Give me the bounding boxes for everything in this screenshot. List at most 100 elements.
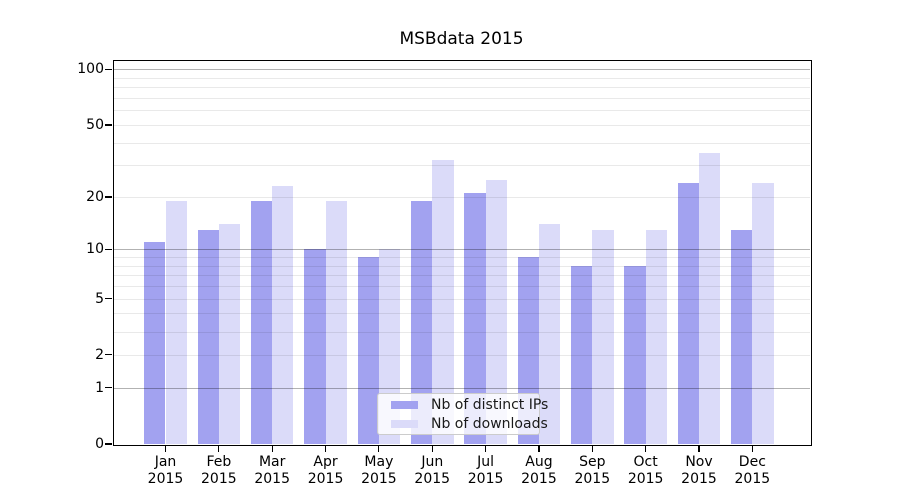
legend-label-downloads: Nb of downloads — [431, 415, 548, 432]
bar-oct-distinct-ips — [624, 265, 646, 444]
x-tick-label: Oct 2015 — [614, 454, 678, 488]
y-tick-mark — [105, 297, 112, 300]
gridline-minor — [113, 265, 810, 267]
x-tick-label-year: 2015 — [307, 471, 344, 487]
x-tick-label-year: 2015 — [681, 471, 717, 487]
bar-may-distinct-ips — [357, 257, 379, 444]
x-tick-label-month: Feb — [206, 454, 232, 470]
x-tick-label-year: 2015 — [467, 471, 504, 487]
gridline-minor — [113, 110, 810, 112]
x-tick-label: Nov 2015 — [667, 454, 731, 488]
gridline-minor — [113, 165, 810, 167]
bar-jul-downloads — [485, 179, 507, 444]
bar-mar-downloads — [272, 186, 294, 444]
y-tick-label: 10 — [86, 241, 104, 258]
x-tick-mark — [538, 445, 540, 452]
x-tick-label-month: Nov — [685, 454, 713, 470]
gridline-minor — [113, 257, 810, 259]
y-tick-label: 2 — [95, 346, 104, 363]
bar-sep-distinct-ips — [571, 265, 593, 444]
x-tick-label: Jan 2015 — [134, 454, 198, 488]
legend-label-distinct-ips: Nb of distinct IPs — [431, 396, 549, 413]
x-tick-label: Jun 2015 — [400, 454, 464, 488]
y-tick-mark — [105, 248, 112, 250]
x-tick-mark — [645, 445, 647, 452]
y-tick-label: 50 — [86, 116, 104, 133]
x-tick-label-year: 2015 — [201, 471, 237, 487]
x-tick-mark — [378, 445, 380, 452]
gridline-major — [113, 69, 810, 71]
bar-nov-distinct-ips — [677, 182, 699, 444]
x-tick-label-month: Jan — [154, 454, 177, 470]
x-tick-label-year: 2015 — [627, 471, 664, 487]
gridline-minor — [113, 354, 810, 356]
y-tick-label: 20 — [86, 188, 104, 205]
bar-apr-distinct-ips — [304, 249, 326, 444]
gridline-minor — [113, 196, 810, 198]
x-tick-mark — [485, 445, 487, 452]
bar-apr-downloads — [325, 200, 347, 444]
x-tick-label: Mar 2015 — [240, 454, 304, 488]
x-tick-label-month: May — [364, 454, 394, 470]
gridline-minor — [113, 286, 810, 288]
y-tick-mark — [105, 354, 112, 356]
x-tick-label-month: Jul — [477, 454, 495, 470]
bar-jul-distinct-ips — [464, 193, 486, 444]
x-tick-label: Sep 2015 — [560, 454, 624, 488]
x-tick-label-month: Dec — [738, 454, 766, 470]
bar-aug-downloads — [538, 224, 561, 444]
x-tick-mark — [271, 445, 273, 452]
y-tick-label: 0 — [95, 436, 104, 452]
bar-dec-distinct-ips — [731, 229, 753, 444]
x-tick-label-year: 2015 — [521, 471, 557, 487]
legend: Nb of distinct IPs Nb of downloads — [377, 393, 548, 435]
y-tick-label: 100 — [77, 61, 104, 78]
x-tick-mark — [698, 445, 700, 452]
bar-mar-distinct-ips — [250, 200, 273, 444]
gridline-minor — [113, 87, 810, 89]
x-tick-label-month: Sep — [579, 454, 606, 470]
y-tick-mark — [105, 68, 112, 71]
x-tick-mark — [324, 445, 327, 452]
bar-jun-downloads — [432, 160, 454, 444]
x-tick-label: Apr 2015 — [294, 454, 358, 488]
gridline-minor — [113, 331, 810, 333]
bar-sep-downloads — [592, 229, 614, 444]
x-tick-label-year: 2015 — [734, 471, 771, 487]
y-tick-mark — [105, 124, 112, 126]
gridline-minor — [113, 124, 810, 126]
bar-jan-downloads — [165, 200, 187, 444]
legend-item-distinct-ips: Nb of distinct IPs — [386, 396, 548, 413]
legend-item-downloads: Nb of downloads — [386, 415, 548, 432]
x-tick-label: Feb 2015 — [187, 454, 251, 488]
x-tick-mark — [751, 445, 753, 452]
x-tick-label-year: 2015 — [574, 471, 611, 487]
gridline-minor — [113, 275, 810, 277]
chart-title: MSBdata 2015 — [399, 29, 524, 49]
x-tick-label-month: Jun — [421, 454, 444, 470]
y-tick-label: 1 — [95, 379, 104, 396]
x-tick-label-month: Oct — [633, 454, 658, 470]
x-tick-label-month: Mar — [258, 454, 286, 470]
x-tick-label-year: 2015 — [147, 471, 184, 487]
bar-feb-distinct-ips — [197, 229, 219, 444]
x-tick-label-year: 2015 — [414, 471, 451, 487]
x-tick-label-month: Aug — [525, 454, 553, 470]
bar-jan-distinct-ips — [144, 242, 166, 444]
gridline-minor — [113, 77, 810, 79]
gridline-major — [113, 249, 810, 251]
x-tick-label-year: 2015 — [254, 471, 290, 487]
y-tick-label: 5 — [95, 290, 104, 307]
x-tick-mark — [218, 445, 220, 452]
gridline-major — [113, 387, 810, 389]
x-tick-label: Jul 2015 — [454, 454, 518, 488]
bar-jun-distinct-ips — [410, 200, 433, 444]
y-tick-mark — [105, 443, 112, 445]
y-tick-mark — [105, 387, 112, 389]
gridline-minor — [113, 313, 810, 315]
legend-swatch-distinct-ips — [391, 400, 418, 409]
y-tick-mark — [105, 196, 112, 198]
x-tick-label: Aug 2015 — [507, 454, 571, 488]
x-tick-label: Dec 2015 — [720, 454, 784, 488]
